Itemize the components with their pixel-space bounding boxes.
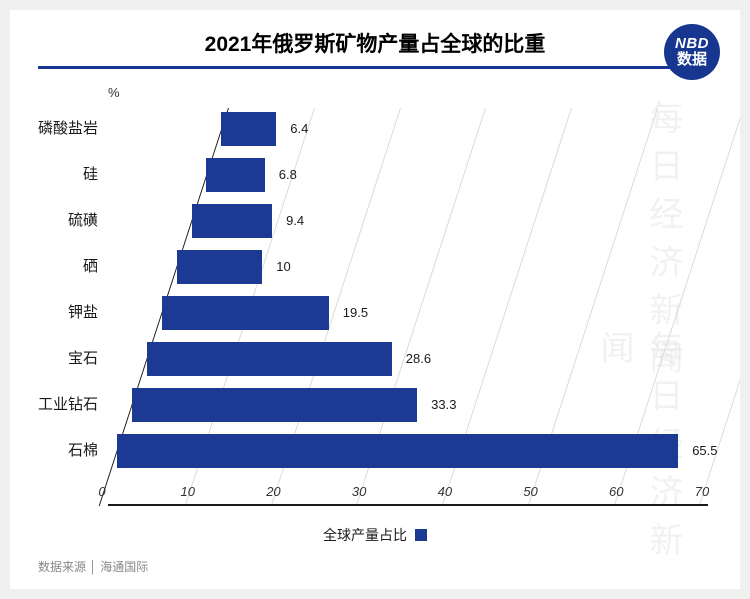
x-tick-label: 50 bbox=[523, 484, 537, 499]
bar-value: 6.4 bbox=[290, 112, 308, 146]
x-tick-label: 60 bbox=[609, 484, 623, 499]
source-row: 数据来源 │ 海通国际 bbox=[38, 558, 148, 575]
chart-title: 2021年俄罗斯矿物产量占全球的比重 bbox=[38, 28, 712, 58]
bar bbox=[221, 112, 276, 146]
legend: 全球产量占比 bbox=[10, 525, 740, 545]
bar-value: 28.6 bbox=[406, 342, 431, 376]
x-tick-label: 0 bbox=[98, 484, 105, 499]
bar-value: 10 bbox=[276, 250, 290, 284]
bar-value: 6.8 bbox=[279, 158, 297, 192]
title-row: 2021年俄罗斯矿物产量占全球的比重 bbox=[38, 28, 712, 58]
nbd-badge: NBD 数据 bbox=[664, 24, 720, 80]
bar-value: 33.3 bbox=[431, 388, 456, 422]
x-tick-label: 30 bbox=[352, 484, 366, 499]
bar bbox=[177, 250, 263, 284]
bar-value: 19.5 bbox=[343, 296, 368, 330]
bar bbox=[147, 342, 392, 376]
category-label: 硅 bbox=[38, 158, 108, 192]
legend-swatch bbox=[415, 529, 427, 541]
plot-area: 磷酸盐岩 6.4 硅 6.8 硫磺 9.4 硒 10 钾盐 19.5 宝石 28.6 工业钻石 33.3 石… bbox=[38, 108, 712, 506]
category-label: 工业钻石 bbox=[38, 388, 108, 422]
bar-value: 65.5 bbox=[692, 434, 717, 468]
category-label: 磷酸盐岩 bbox=[38, 112, 108, 146]
y-axis-unit: % bbox=[108, 85, 712, 100]
bar bbox=[117, 434, 678, 468]
chart-container: 每日经济新闻 每日经济新闻 2021年俄罗斯矿物产量占全球的比重 NBD 数据 … bbox=[10, 10, 740, 589]
x-tick-label: 70 bbox=[695, 484, 709, 499]
x-axis-baseline bbox=[108, 504, 708, 506]
badge-top: NBD bbox=[675, 36, 709, 53]
bar-value: 9.4 bbox=[286, 204, 304, 238]
source-prefix: 数据来源 bbox=[38, 560, 86, 574]
bar bbox=[206, 158, 264, 192]
category-label: 硒 bbox=[38, 250, 108, 284]
badge-bottom: 数据 bbox=[677, 52, 707, 69]
title-underline bbox=[38, 66, 712, 69]
legend-label: 全球产量占比 bbox=[323, 527, 407, 543]
category-label: 硫磺 bbox=[38, 204, 108, 238]
bar bbox=[132, 388, 417, 422]
x-tick-label: 10 bbox=[180, 484, 194, 499]
category-label: 石棉 bbox=[38, 434, 108, 468]
x-tick-label: 40 bbox=[438, 484, 452, 499]
bar bbox=[192, 204, 273, 238]
category-label: 钾盐 bbox=[38, 296, 108, 330]
source-value: 海通国际 bbox=[100, 560, 148, 574]
bar bbox=[162, 296, 329, 330]
category-label: 宝石 bbox=[38, 342, 108, 376]
x-tick-label: 20 bbox=[266, 484, 280, 499]
